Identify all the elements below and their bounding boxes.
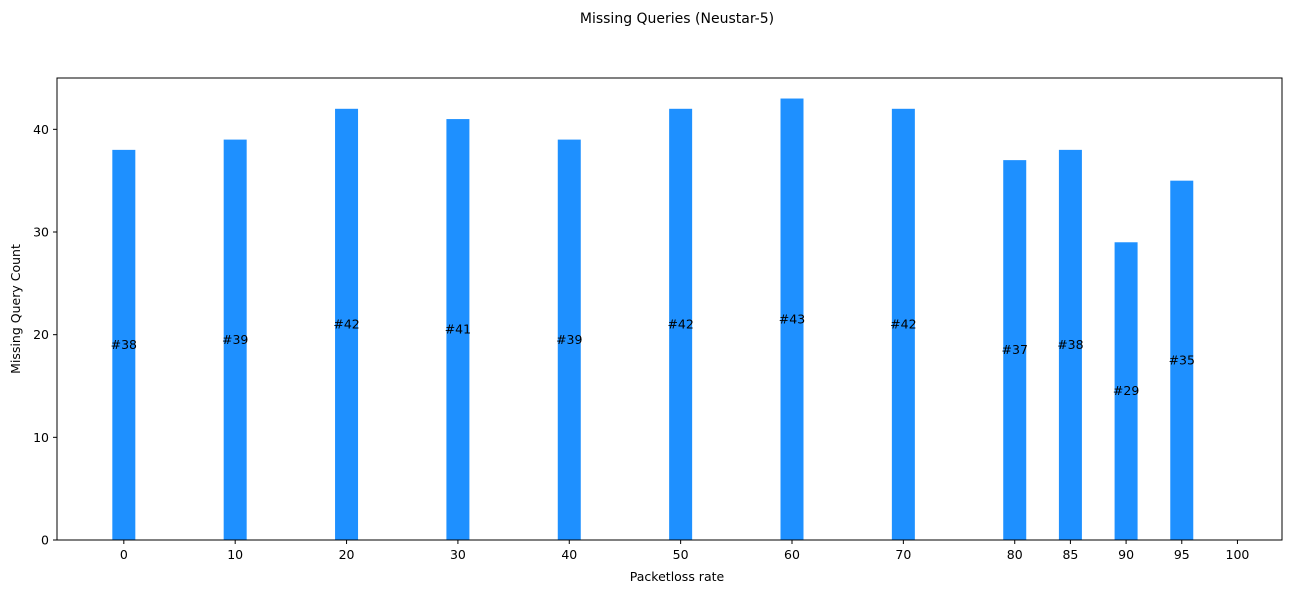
bar: [1003, 160, 1027, 540]
bar: [446, 119, 470, 540]
x-axis-label: Packetloss rate: [630, 569, 725, 584]
x-tick-label: 0: [120, 547, 128, 562]
bar: [891, 108, 915, 541]
x-tick-label: 60: [784, 547, 800, 562]
bar-data-label: #42: [333, 316, 359, 331]
plot-frame: [56, 77, 1283, 541]
x-tick-label: 100: [1226, 547, 1250, 562]
bar-data-label: #29: [1113, 383, 1139, 398]
x-tick-label: 30: [450, 547, 466, 562]
bar: [1170, 180, 1194, 541]
bar-data-label: #39: [556, 332, 582, 347]
x-tick-label: 20: [339, 547, 355, 562]
y-tick-label: 0: [41, 533, 49, 548]
bar-data-label: #37: [1002, 342, 1028, 357]
bar-data-label: #38: [111, 337, 137, 352]
bar: [1114, 242, 1138, 540]
bar: [335, 108, 359, 541]
bar-data-label: #39: [222, 332, 248, 347]
x-tick-label: 85: [1062, 547, 1078, 562]
y-tick-label: 20: [33, 327, 49, 342]
x-tick-label: 90: [1118, 547, 1134, 562]
bar-data-label: #41: [445, 322, 471, 337]
chart-title: Missing Queries (Neustar-5): [580, 11, 774, 27]
bar-data-label: #43: [779, 311, 805, 326]
bar: [557, 139, 581, 540]
bar: [780, 98, 804, 540]
bar-data-label: #42: [667, 316, 693, 331]
x-axis: 0 10 20 30 40 50 60 70 80 85 90 95 100: [120, 540, 1250, 562]
x-tick-label: 80: [1007, 547, 1023, 562]
y-axis: 0 10 20 30 40: [33, 122, 57, 548]
data-labels-layer: #38 #39 #42 #41 #39 #42 #43 #42 #37 #38 #29 #35: [111, 311, 1195, 398]
x-tick-label: 40: [561, 547, 577, 562]
x-tick-label: 50: [673, 547, 689, 562]
bar: [112, 149, 136, 540]
y-tick-label: 10: [33, 430, 49, 445]
x-tick-label: 95: [1174, 547, 1190, 562]
y-tick-label: 30: [33, 225, 49, 240]
bar-data-label: #35: [1169, 352, 1195, 367]
bar-data-label: #42: [890, 316, 916, 331]
bar: [669, 108, 693, 541]
x-tick-label: 10: [227, 547, 243, 562]
bars-layer: [112, 98, 1194, 541]
bar: [223, 139, 247, 540]
bar: [1058, 149, 1082, 540]
bar-data-label: #38: [1057, 337, 1083, 352]
y-tick-label: 40: [33, 122, 49, 137]
x-tick-label: 70: [895, 547, 911, 562]
y-axis-label: Missing Query Count: [8, 244, 23, 374]
